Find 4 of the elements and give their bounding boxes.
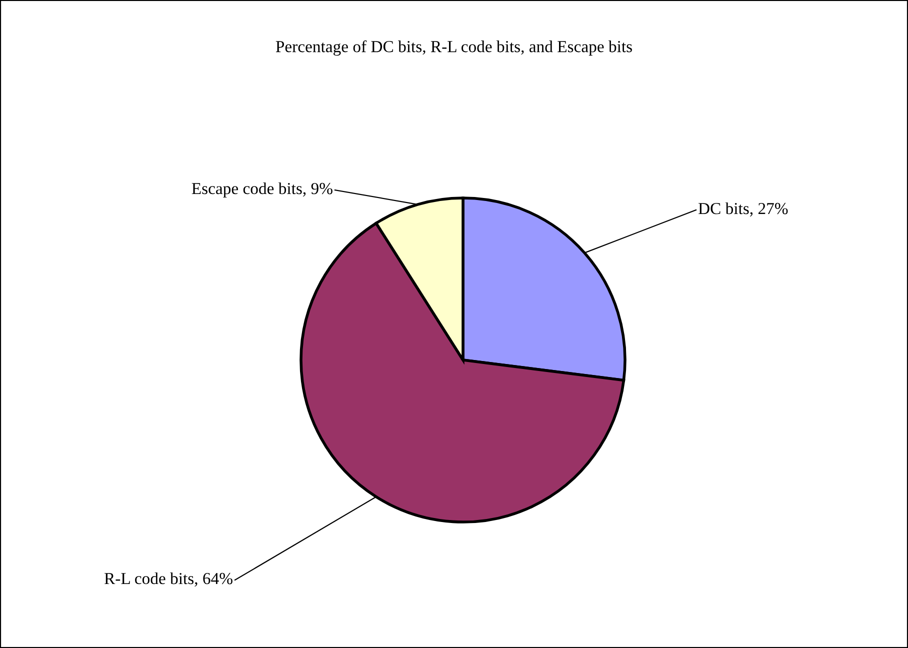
slice-label: R-L code bits, 64% bbox=[104, 572, 232, 587]
slice-label: DC bits, 27% bbox=[698, 202, 788, 217]
chart-title: Percentage of DC bits, R-L code bits, and Escape bits bbox=[276, 40, 632, 56]
slice-label: Escape code bits, 9% bbox=[192, 182, 332, 198]
